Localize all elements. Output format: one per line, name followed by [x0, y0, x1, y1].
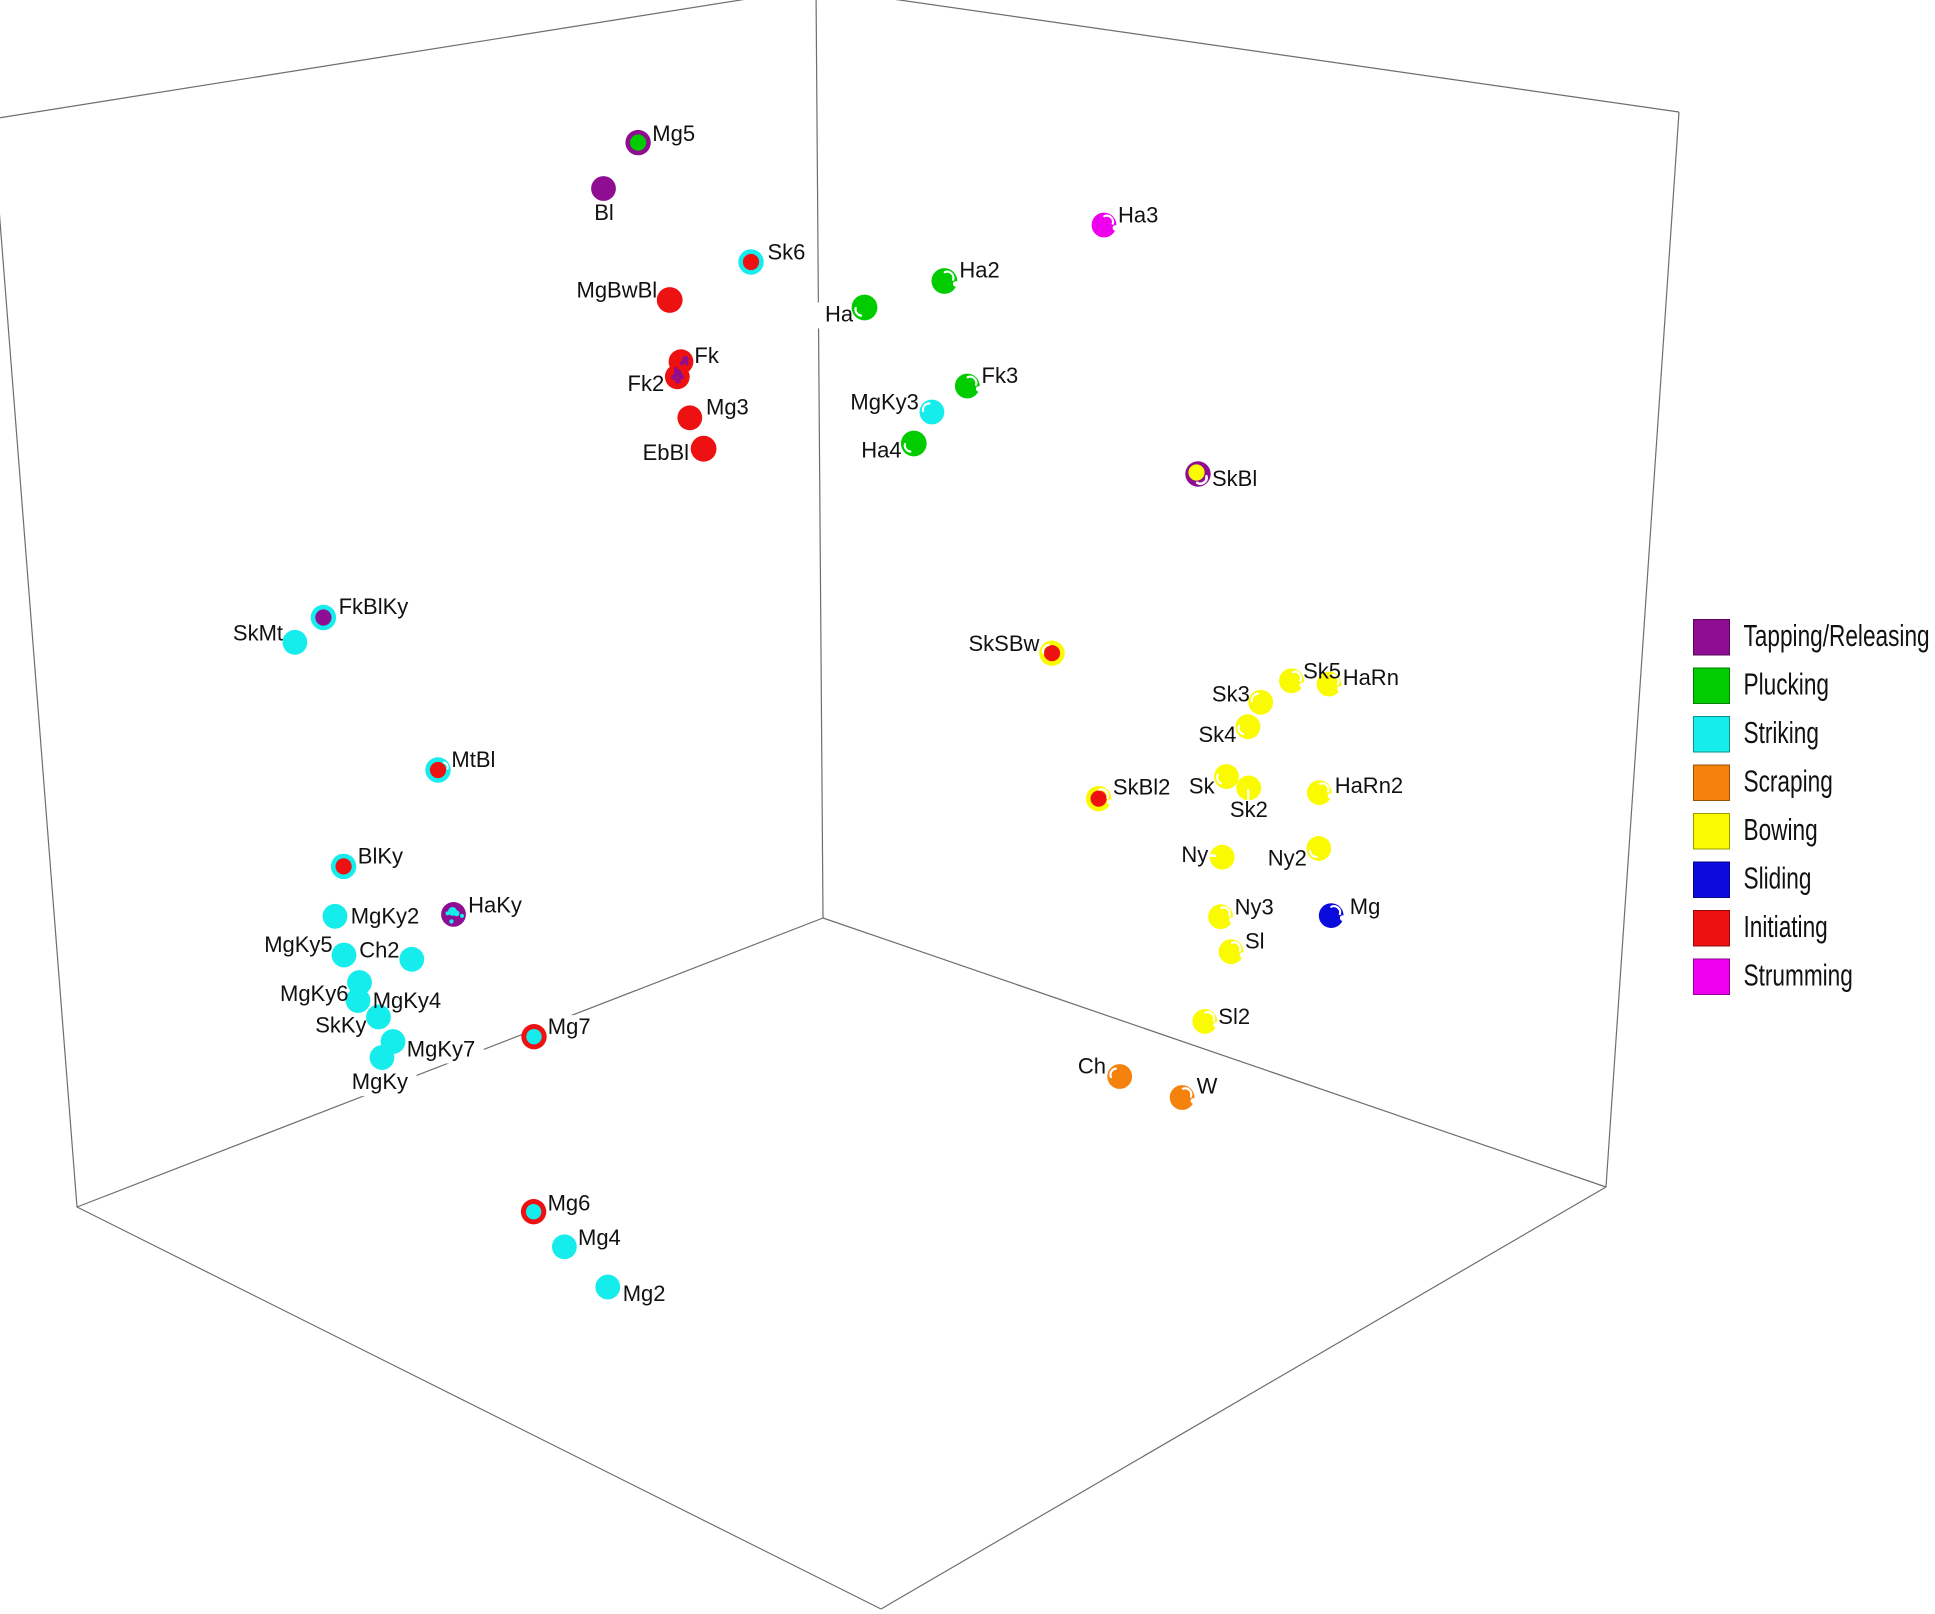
svg-text:Sk6: Sk6 — [768, 239, 806, 264]
svg-text:Ny3: Ny3 — [1235, 894, 1274, 919]
svg-text:HaRn2: HaRn2 — [1335, 773, 1403, 798]
svg-text:Initiating: Initiating — [1744, 908, 1828, 943]
svg-text:W: W — [1197, 1074, 1218, 1099]
svg-text:MtBl: MtBl — [451, 747, 495, 772]
svg-text:Strumming: Strumming — [1744, 957, 1853, 992]
svg-text:MgKy: MgKy — [352, 1069, 408, 1094]
svg-text:Ch2: Ch2 — [359, 938, 399, 963]
svg-text:Mg6: Mg6 — [548, 1190, 591, 1215]
svg-text:MgKy7: MgKy7 — [407, 1037, 475, 1062]
svg-text:MgBwBl: MgBwBl — [577, 277, 658, 302]
svg-text:Ch: Ch — [1078, 1053, 1106, 1078]
svg-text:Sk3: Sk3 — [1212, 681, 1250, 706]
svg-text:FkBlKy: FkBlKy — [339, 594, 409, 619]
svg-text:Sk2: Sk2 — [1230, 797, 1268, 822]
svg-text:SkMt: SkMt — [233, 621, 283, 646]
svg-text:Ha4: Ha4 — [861, 437, 901, 462]
svg-text:Sk: Sk — [1189, 774, 1216, 799]
svg-text:Mg4: Mg4 — [578, 1225, 621, 1250]
svg-text:SkBl: SkBl — [1212, 466, 1257, 491]
svg-text:Mg5: Mg5 — [652, 121, 695, 146]
svg-text:Striking: Striking — [1744, 714, 1819, 749]
svg-text:Sl: Sl — [1245, 929, 1265, 954]
svg-text:Sl2: Sl2 — [1218, 1004, 1250, 1029]
svg-text:Ny2: Ny2 — [1268, 845, 1307, 870]
svg-text:Ny: Ny — [1181, 842, 1208, 867]
svg-text:Scraping: Scraping — [1744, 763, 1833, 798]
svg-text:Tapping/Releasing: Tapping/Releasing — [1744, 617, 1930, 652]
svg-text:Bowing: Bowing — [1744, 811, 1818, 846]
svg-text:EbBl: EbBl — [643, 440, 689, 465]
svg-text:Fk3: Fk3 — [982, 363, 1019, 388]
svg-text:MgKy5: MgKy5 — [264, 932, 332, 957]
svg-text:Bl: Bl — [594, 200, 614, 225]
svg-text:Mg: Mg — [1350, 894, 1381, 919]
svg-text:Ha3: Ha3 — [1118, 202, 1158, 227]
svg-text:Mg2: Mg2 — [623, 1281, 666, 1306]
svg-text:HaRn: HaRn — [1343, 665, 1399, 690]
svg-text:Mg7: Mg7 — [548, 1014, 591, 1039]
svg-text:Plucking: Plucking — [1744, 666, 1829, 701]
svg-text:Ha2: Ha2 — [959, 258, 999, 283]
svg-text:Sk5: Sk5 — [1303, 659, 1341, 684]
svg-text:Mg3: Mg3 — [706, 394, 749, 419]
svg-text:Sliding: Sliding — [1744, 860, 1812, 895]
svg-text:Ha: Ha — [825, 301, 854, 326]
svg-text:Fk: Fk — [694, 343, 719, 368]
svg-text:HaKy: HaKy — [468, 892, 522, 917]
svg-text:SkKy: SkKy — [315, 1013, 366, 1038]
svg-text:SkBl2: SkBl2 — [1113, 775, 1170, 800]
svg-text:BlKy: BlKy — [358, 844, 403, 869]
svg-text:Fk2: Fk2 — [628, 371, 665, 396]
svg-text:MgKy4: MgKy4 — [373, 988, 441, 1013]
svg-text:MgKy3: MgKy3 — [850, 390, 918, 415]
svg-text:MgKy2: MgKy2 — [351, 903, 419, 928]
svg-text:Sk4: Sk4 — [1199, 722, 1237, 747]
svg-text:SkSBw: SkSBw — [969, 631, 1040, 656]
svg-text:MgKy6: MgKy6 — [280, 981, 348, 1006]
